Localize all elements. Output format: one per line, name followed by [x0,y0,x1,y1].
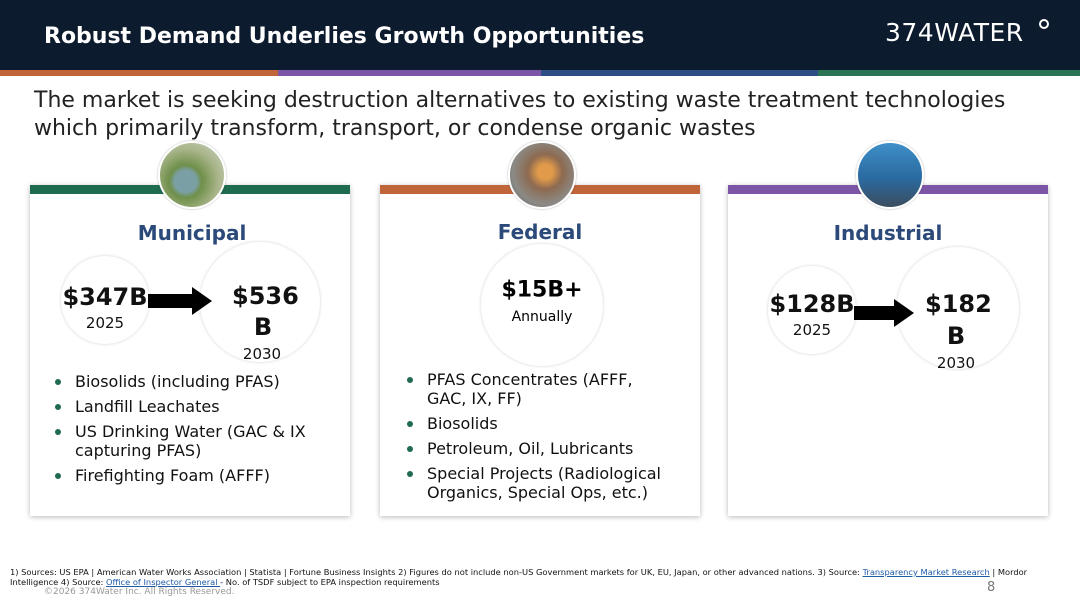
year: 2030 [936,354,976,372]
circle [61,256,149,344]
photo [856,141,924,209]
photo [158,141,226,209]
bullet-text: Special Projects (Radiological Organics,… [427,464,661,502]
bullet-text: Biosolids (including PFAS) [75,372,280,391]
circle [200,242,320,362]
bullet: Biosolids (including PFAS) [53,372,323,391]
stripe [278,70,541,76]
bullet-dot [407,421,413,427]
footnote-text: 1) Sources: US EPA | American Water Work… [10,567,863,577]
stripe [818,70,1080,76]
label: Annually [511,309,573,325]
value: $15B+ [501,277,583,303]
copyright: ©2026 374Water Inc. All Rights Reserved. [44,587,235,597]
year: 2025 [85,314,125,332]
bullet-dot [407,446,413,452]
footnote-link[interactable]: Transparency Market Research [862,567,990,577]
bullet: Biosolids [405,414,675,433]
value: $128B [769,290,855,318]
bullet-dot [55,404,61,410]
card-title: Industrial [833,221,943,245]
bullet-text: US Drinking Water (GAC & IX capturing PF… [75,422,306,460]
bullet-text: PFAS Concentrates (AFFF, GAC, IX, FF) [427,370,633,408]
bullet-dot [55,429,61,435]
bullet-text: Landfill Leachates [75,397,220,416]
bullet: Special Projects (Radiological Organics,… [405,464,675,502]
bullet: Landfill Leachates [53,397,323,416]
circle [481,244,603,366]
arrow [854,299,914,327]
bullet-dot [55,379,61,385]
slide-title: Robust Demand Underlies Growth Opportuni… [44,24,645,49]
value: $536 B [232,282,299,341]
bullet: PFAS Concentrates (AFFF, GAC, IX, FF) [405,370,675,408]
bullet-text: Biosolids [427,414,498,433]
bullet-dot [407,471,413,477]
year: 2025 [792,321,832,339]
bullet-text: Firefighting Foam (AFFF) [75,466,270,485]
year: 2030 [242,345,282,363]
footnotes: 1) Sources: US EPA | American Water Work… [10,567,1050,587]
footnote-text: - No. of TSDF subject to EPA inspection … [220,577,440,587]
bullet-list: Biosolids (including PFAS) Landfill Leach… [53,372,323,491]
stripe [541,70,818,76]
footnote-text: | Mordor Intelligence 4) Source: [10,567,1028,587]
subtitle: The market is seeking destruction altern… [34,88,1006,141]
value: $347B [62,283,148,311]
card-title: Federal [497,220,583,244]
photo [508,141,576,209]
bullet-text: Petroleum, Oil, Lubricants [427,439,634,458]
bullet: Firefighting Foam (AFFF) [53,466,323,485]
bullet: US Drinking Water (GAC & IX capturing PF… [53,422,323,460]
card [30,185,350,516]
value: $182 B [925,290,992,350]
page-number: 8 [987,580,996,595]
circle [897,247,1019,369]
logo: 374WATER [885,18,1024,47]
bullet-list: PFAS Concentrates (AFFF, GAC, IX, FF) Bio… [405,370,675,508]
circle [768,266,856,354]
card-title: Municipal [137,221,247,245]
bullet-dot [55,473,61,479]
arrow [148,287,212,315]
stripe [0,70,278,76]
header-bar [0,0,1080,70]
logo-mark [1039,19,1049,29]
bullet-dot [407,377,413,383]
bullet: Petroleum, Oil, Lubricants [405,439,675,458]
footnote-link[interactable]: Office of Inspector General [106,577,221,587]
